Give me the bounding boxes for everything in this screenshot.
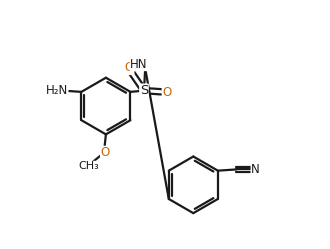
Text: O: O (101, 146, 110, 159)
Text: N: N (251, 163, 260, 176)
Text: O: O (124, 62, 134, 74)
Text: S: S (140, 84, 148, 97)
Text: O: O (162, 86, 172, 99)
Text: HN: HN (130, 58, 148, 70)
Text: H₂N: H₂N (46, 84, 68, 97)
Text: CH₃: CH₃ (78, 161, 99, 171)
